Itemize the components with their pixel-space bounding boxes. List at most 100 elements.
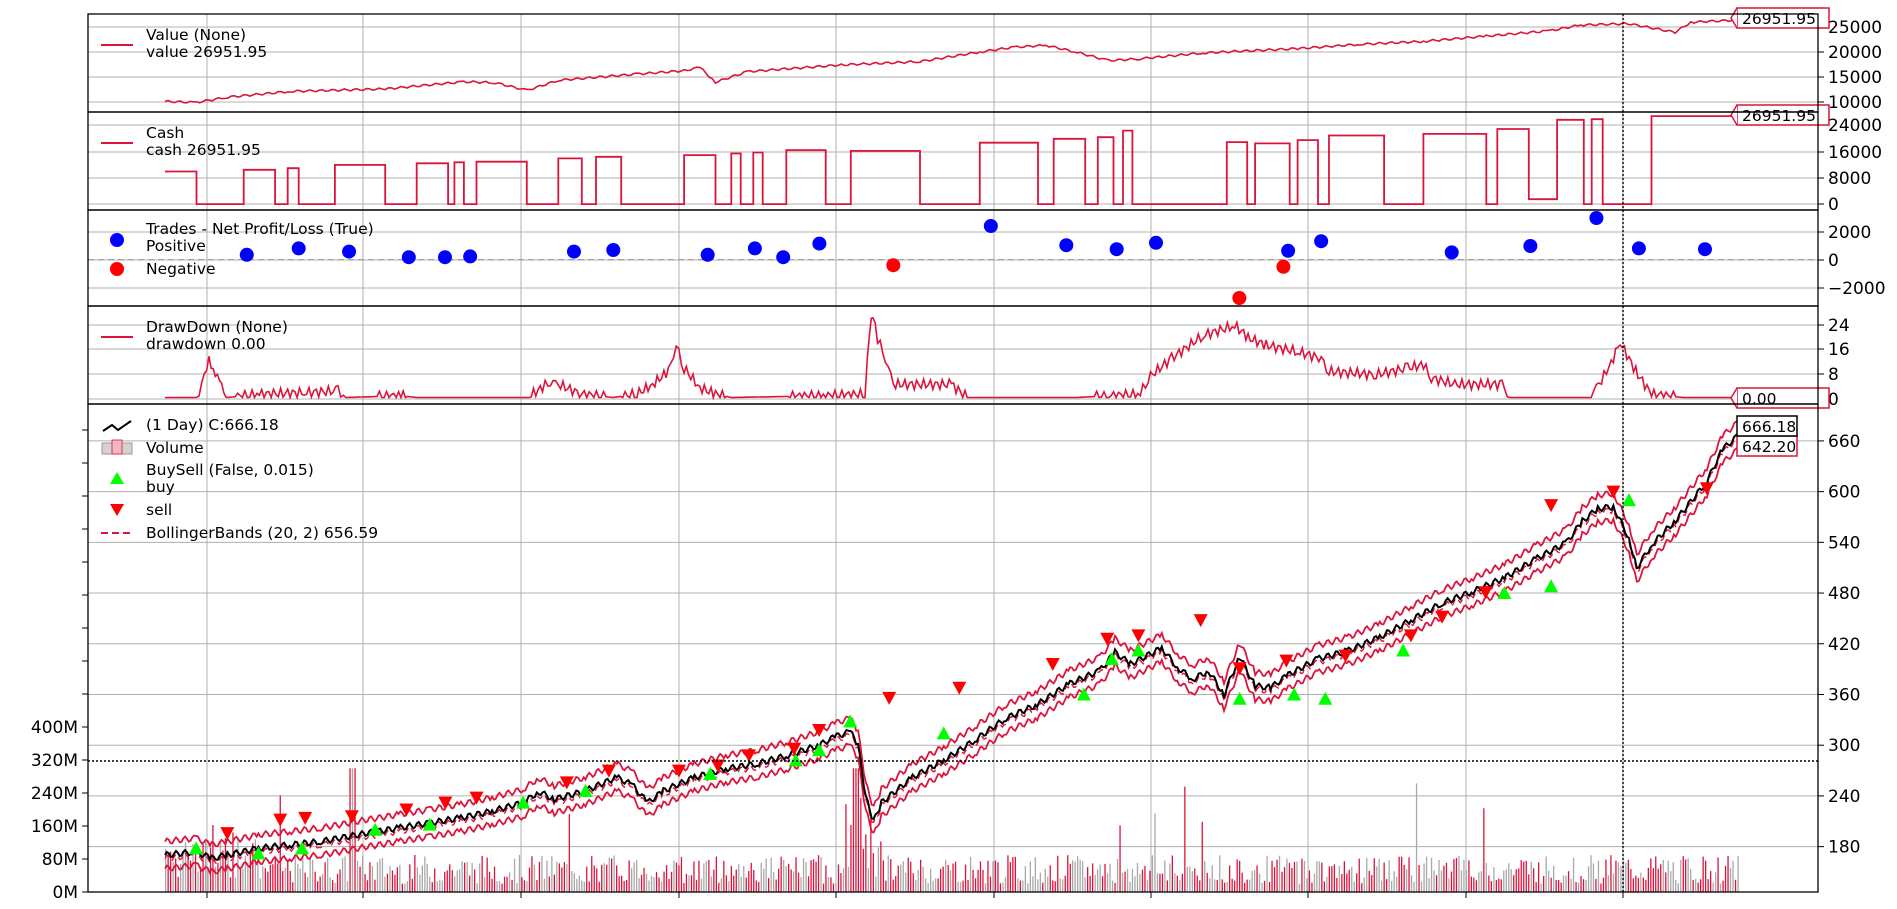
volume-bar — [1343, 861, 1345, 892]
sell-marker — [1193, 614, 1208, 628]
volume-bar — [1199, 880, 1201, 892]
volume-bar — [1622, 861, 1625, 892]
volume-bar — [1617, 862, 1620, 892]
volume-bar — [1194, 868, 1196, 892]
volume-bar — [307, 877, 309, 892]
buy-marker — [1232, 691, 1247, 705]
volume-bar — [770, 857, 772, 892]
volume-bar — [511, 879, 513, 892]
volume-bar — [1004, 877, 1007, 892]
panel-frame — [87, 305, 1819, 405]
volume-bar — [172, 861, 174, 892]
volume-bar — [954, 861, 957, 892]
volume-bar — [673, 860, 675, 892]
volume-bar — [322, 874, 324, 892]
volume-bar — [543, 878, 546, 892]
volume-bar — [1700, 879, 1702, 892]
legend-buysell-label: BuySell (False, 0.015) — [146, 461, 314, 479]
volume-bar — [1545, 856, 1547, 892]
volume-bar — [1657, 868, 1659, 892]
volume-bar — [763, 868, 765, 892]
volume-bar — [1398, 856, 1400, 892]
volume-bar — [710, 876, 712, 892]
volume-bar — [449, 864, 451, 892]
panel-frame — [87, 403, 1819, 893]
volume-bar — [1667, 860, 1669, 892]
volume-bar — [1256, 865, 1258, 892]
buy-marker — [788, 753, 803, 767]
volume-bar — [1572, 857, 1575, 892]
volume-bar — [1184, 786, 1186, 892]
sell-marker — [559, 776, 574, 790]
volume-bar — [1580, 876, 1582, 892]
volume-bar — [1002, 882, 1004, 892]
volume-bar — [566, 863, 568, 892]
buy-marker — [1544, 579, 1559, 593]
volume-bar — [1209, 878, 1211, 892]
volume-bar — [1470, 876, 1472, 892]
volume-bar — [631, 868, 633, 892]
volume-bar — [927, 883, 929, 892]
volume-bar — [366, 880, 369, 892]
volume-bar — [835, 883, 837, 892]
volume-bar — [1672, 862, 1674, 892]
volume-bar — [553, 874, 555, 892]
volume-bar — [1396, 876, 1398, 892]
volume-bar — [748, 871, 750, 892]
volume-bar — [1211, 865, 1213, 892]
trade-positive-point — [983, 219, 998, 233]
volume-bar — [1565, 875, 1567, 892]
ytick-label: 8000 — [1828, 169, 1871, 189]
volume-bar — [780, 856, 782, 892]
volume-bar — [269, 864, 271, 892]
trade-positive-point — [1589, 211, 1604, 225]
volume-bar — [317, 881, 319, 892]
volume-bar — [1062, 879, 1064, 892]
legend-value-sub: value 26951.95 — [146, 43, 267, 61]
volume-bar — [1249, 879, 1251, 892]
volume-bar — [1535, 882, 1537, 892]
volume-bar — [1607, 875, 1610, 892]
volume-bar — [1550, 877, 1552, 892]
volume-bar — [1161, 873, 1164, 892]
volume-bar — [414, 855, 416, 892]
volume-bar — [314, 871, 316, 892]
volume-bar — [1271, 860, 1273, 892]
ytick-label: 16000 — [1828, 143, 1882, 163]
volume-bar — [795, 857, 797, 892]
volume-bar — [1104, 863, 1106, 892]
volume-bar — [1134, 876, 1136, 892]
volume-bar — [1234, 880, 1236, 892]
volume-bar — [974, 878, 977, 892]
trade-negative-point — [1276, 259, 1291, 274]
volume-bar — [959, 882, 962, 892]
volume-bar — [616, 865, 618, 892]
volume-bar — [912, 873, 914, 892]
sell-marker — [469, 791, 484, 805]
volume-bar — [1538, 862, 1540, 892]
price-tags: 642.20 666.18 — [1736, 415, 1798, 457]
volume-bar — [581, 880, 583, 892]
volume-bar — [1680, 859, 1682, 892]
volume-bar — [464, 862, 466, 892]
volume-bar — [797, 872, 800, 892]
volume-bar — [474, 869, 476, 892]
volume-bar — [1024, 866, 1026, 892]
volume-bar — [1254, 870, 1256, 892]
volume-bar — [1027, 883, 1029, 892]
volume-bar — [1094, 874, 1096, 892]
volume-bar — [1186, 866, 1188, 892]
volume-bar — [484, 877, 486, 892]
volume-bar — [1381, 880, 1383, 892]
volume-bar — [1518, 868, 1520, 892]
volume-bar — [558, 863, 560, 892]
volume-bar — [979, 861, 982, 892]
volume-bar — [399, 864, 401, 892]
volume-bar — [1044, 868, 1046, 892]
volume-bar — [1226, 882, 1228, 892]
sell-marker — [1131, 629, 1146, 643]
volume-bar — [1176, 875, 1178, 892]
volume-bar — [820, 856, 822, 892]
volume-bar — [1151, 855, 1154, 892]
ytick-label: 2000 — [1828, 223, 1871, 243]
